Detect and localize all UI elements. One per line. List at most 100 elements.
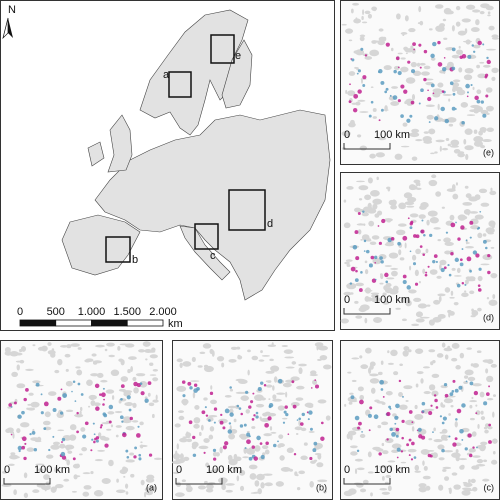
land-cover-patch [358, 185, 369, 191]
land-cover-patch [482, 139, 492, 143]
habitat-patch [409, 250, 412, 253]
land-cover-patch [390, 267, 399, 270]
habitat-patch [400, 114, 404, 118]
land-cover-patch [65, 368, 69, 372]
habitat-patch [452, 92, 456, 96]
habitat-patch [239, 424, 244, 428]
land-cover-patch [279, 455, 285, 461]
land-cover-patch [429, 269, 438, 275]
land-cover-patch [94, 459, 103, 462]
land-cover-patch [409, 213, 419, 218]
inset-scale-start: 0 [176, 464, 182, 476]
habitat-patch [420, 88, 424, 93]
land-cover-patch [374, 213, 380, 218]
habitat-patch [470, 84, 473, 87]
land-cover-patch [455, 21, 461, 27]
land-cover-patch [405, 52, 408, 55]
land-cover-patch [229, 408, 234, 414]
land-cover-patch [403, 192, 413, 199]
land-cover-patch [464, 128, 473, 135]
land-cover-patch [471, 465, 480, 470]
habitat-patch [120, 384, 125, 389]
land-cover-patch [233, 418, 237, 423]
land-cover-patch [370, 292, 380, 295]
habitat-patch [482, 43, 485, 46]
land-cover-patch [414, 464, 420, 471]
land-cover-patch [148, 402, 155, 407]
habitat-patch [379, 256, 383, 260]
habitat-patch [368, 263, 373, 268]
land-cover-patch [452, 193, 459, 200]
habitat-patch [432, 92, 435, 95]
land-cover-patch [251, 426, 256, 429]
scale-segment [126, 319, 164, 327]
habitat-patch [430, 83, 435, 88]
habitat-patch [108, 404, 114, 410]
inset-scale-start: 0 [344, 464, 350, 476]
habitat-patch [148, 453, 153, 457]
habitat-patch [418, 434, 423, 439]
land-cover-patch [443, 398, 454, 404]
land-cover-patch [403, 346, 410, 351]
land-cover-patch [403, 385, 413, 390]
inset-frame [0, 340, 163, 500]
land-cover-patch [441, 428, 448, 434]
land-cover-patch [451, 184, 456, 191]
land-cover-patch [191, 441, 199, 448]
land-cover-patch [395, 467, 403, 470]
habitat-patch [140, 391, 145, 396]
habitat-patch [229, 386, 232, 389]
land-cover-patch [128, 356, 137, 360]
habitat-patch [238, 407, 242, 410]
habitat-patch [125, 449, 129, 453]
land-cover-patch [1, 483, 12, 487]
habitat-patch [354, 230, 359, 234]
land-cover-patch [230, 429, 238, 434]
habitat-patch [245, 390, 249, 394]
box-label: b [132, 254, 138, 266]
habitat-patch [203, 451, 206, 454]
land-cover-patch [179, 437, 188, 443]
land-cover-patch [365, 297, 373, 302]
habitat-patch [433, 254, 438, 259]
land-cover-patch [74, 413, 84, 418]
habitat-patch [423, 234, 426, 237]
habitat-patch [209, 391, 214, 396]
habitat-patch [222, 445, 227, 450]
habitat-patch [93, 440, 96, 444]
inset-map: 0 100 km (c) [340, 340, 500, 500]
land-cover-patch [463, 74, 473, 81]
habitat-patch [308, 410, 313, 415]
land-cover-patch [125, 425, 135, 431]
habitat-patch [93, 433, 96, 436]
land-cover-patch [369, 361, 376, 367]
habitat-patch [277, 378, 283, 384]
land-cover-patch [389, 465, 393, 472]
box-label: c [210, 250, 216, 262]
habitat-patch [397, 99, 401, 103]
land-cover-patch [430, 152, 435, 155]
land-cover-patch [424, 408, 435, 411]
habitat-patch [433, 394, 437, 397]
land-cover-patch [367, 13, 373, 19]
habitat-patch [469, 236, 472, 239]
land-cover-patch [411, 156, 418, 161]
land-cover-patch [371, 294, 380, 298]
land-cover-patch [466, 489, 474, 492]
land-cover-patch [261, 354, 270, 357]
land-cover-patch [372, 198, 383, 205]
land-cover-patch [427, 210, 438, 217]
box-label: d [267, 218, 273, 230]
habitat-patch [484, 75, 488, 79]
land-cover-patch [104, 348, 108, 352]
land-cover-patch [265, 370, 275, 374]
land-cover-patch [358, 198, 363, 201]
land-cover-patch [492, 394, 497, 397]
land-cover-patch [487, 426, 493, 430]
land-cover-patch [37, 468, 44, 473]
land-cover-patch [175, 458, 185, 464]
land-cover-patch [268, 398, 271, 400]
land-cover-patch [409, 132, 420, 138]
land-cover-patch [422, 268, 426, 274]
land-cover-patch [462, 481, 468, 484]
